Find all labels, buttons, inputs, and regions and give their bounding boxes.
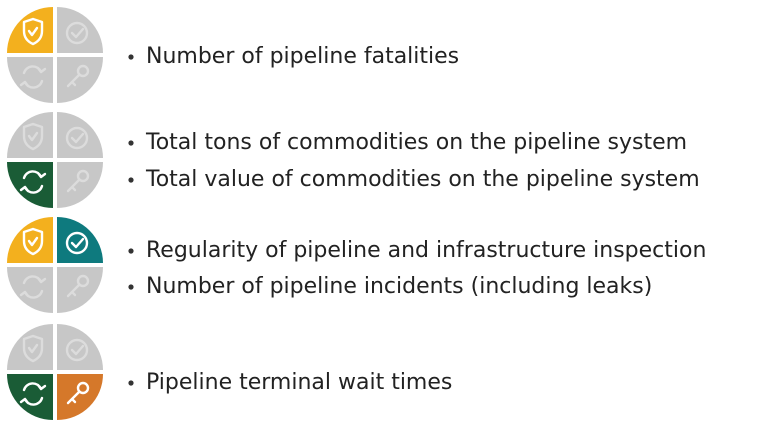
icon bbox=[7, 7, 103, 103]
list-item: Total tons of commodities on the pipelin… bbox=[145, 130, 687, 155]
list-item: Pipeline terminal wait times bbox=[146, 370, 452, 395]
icon bbox=[7, 112, 103, 208]
icon bbox=[7, 324, 103, 420]
bullet bbox=[128, 54, 134, 60]
list-item: Regularity of pipeline and infrastructur… bbox=[146, 238, 706, 263]
icon bbox=[7, 217, 103, 313]
bullet-list: Number of pipeline fatalities Total tons … bbox=[128, 44, 706, 395]
bullet bbox=[128, 140, 134, 146]
bullet bbox=[128, 248, 134, 254]
bullet bbox=[128, 380, 134, 386]
list-item: Number of pipeline fatalities bbox=[146, 44, 459, 69]
list-item: Total value of commodities on the pipeli… bbox=[145, 167, 700, 192]
bullet bbox=[128, 177, 134, 183]
list-item: Number of pipeline incidents (including … bbox=[146, 274, 652, 299]
bullet bbox=[128, 284, 134, 290]
